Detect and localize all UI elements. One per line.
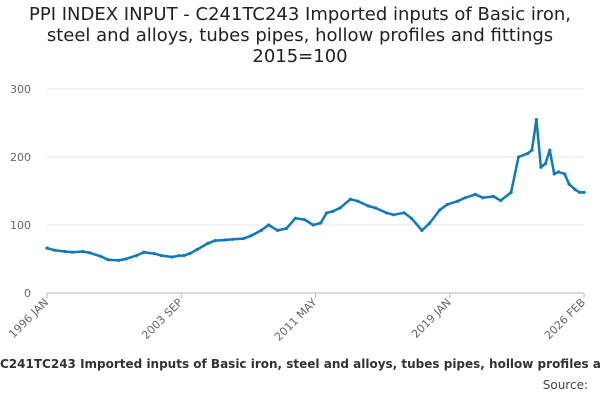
- data-point: [302, 218, 306, 222]
- data-point: [530, 148, 534, 152]
- y-tick-label: 100: [10, 219, 31, 232]
- data-point: [319, 221, 323, 225]
- data-point: [259, 228, 263, 232]
- data-point: [63, 249, 67, 254]
- data-point: [206, 241, 210, 245]
- data-point: [366, 204, 370, 208]
- data-point: [52, 248, 57, 252]
- data-point: [374, 206, 378, 210]
- y-tick-label: 200: [10, 151, 31, 164]
- data-point: [142, 250, 146, 254]
- data-point: [356, 199, 360, 203]
- data-point: [177, 254, 181, 258]
- y-axis-ticks: 0 100 200 300: [10, 83, 31, 300]
- data-point: [293, 216, 297, 220]
- chart-gridlines: [47, 88, 584, 294]
- data-point: [445, 203, 449, 207]
- data-point: [81, 249, 85, 254]
- data-point: [402, 211, 406, 215]
- data-point: [577, 190, 582, 194]
- y-tick-label: 300: [10, 83, 31, 96]
- data-point: [152, 252, 156, 256]
- data-point: [567, 182, 571, 186]
- data-point: [534, 118, 539, 122]
- data-point: [473, 192, 477, 196]
- data-point: [563, 172, 567, 176]
- data-point: [543, 162, 547, 166]
- data-point: [481, 196, 485, 200]
- data-point: [182, 254, 186, 258]
- data-point: [331, 209, 335, 213]
- data-point: [427, 222, 431, 226]
- data-point: [99, 254, 103, 258]
- data-point: [420, 228, 424, 232]
- data-point: [573, 188, 577, 192]
- data-point: [70, 250, 74, 254]
- source-label: Source:: [542, 378, 588, 392]
- x-tick-label: 2003 SEP: [139, 296, 185, 342]
- data-point: [267, 223, 271, 227]
- data-point: [159, 254, 164, 258]
- y-tick-label: 0: [24, 287, 31, 300]
- data-point: [516, 155, 521, 159]
- data-point: [249, 234, 253, 238]
- data-point: [241, 237, 245, 241]
- x-axis-ticks: 1996 JAN 2003 SEP 2011 MAY 2019 JAN 2026 FEB: [6, 293, 588, 344]
- data-point: [338, 206, 342, 210]
- data-point: [384, 211, 388, 215]
- data-point: [170, 255, 174, 259]
- data-point: [124, 257, 128, 261]
- data-point: [509, 190, 513, 194]
- data-point: [582, 190, 586, 194]
- data-point: [106, 258, 110, 262]
- data-point: [539, 165, 543, 169]
- data-point: [525, 152, 530, 156]
- data-point: [276, 228, 280, 232]
- series-line: [46, 118, 584, 262]
- data-point: [223, 238, 228, 242]
- data-point: [116, 258, 120, 262]
- x-tick-label: 1996 JAN: [6, 296, 51, 341]
- data-point: [456, 199, 460, 203]
- data-point: [325, 211, 329, 215]
- x-tick-label: 2011 MAY: [272, 296, 320, 344]
- data-point: [463, 196, 467, 200]
- data-point: [348, 197, 353, 201]
- data-point: [548, 148, 552, 152]
- data-point: [552, 172, 556, 176]
- data-point: [491, 194, 495, 198]
- data-point: [438, 208, 442, 212]
- x-tick-label: 2026 FEB: [542, 296, 588, 342]
- data-point: [231, 237, 235, 241]
- chart-title: PPI INDEX INPUT - C241TC243 Imported inp…: [28, 4, 571, 67]
- data-point: [188, 252, 192, 256]
- data-point: [134, 254, 138, 258]
- x-tick-label: 2019 JAN: [409, 296, 454, 341]
- data-point: [392, 213, 396, 217]
- data-point: [195, 247, 199, 252]
- legend-label: C241TC243 Imported inputs of Basic iron,…: [0, 357, 600, 371]
- data-point: [557, 170, 561, 174]
- data-point: [88, 251, 92, 255]
- data-point: [311, 223, 315, 227]
- data-point: [213, 239, 217, 243]
- data-point: [499, 198, 503, 203]
- data-point: [45, 246, 49, 250]
- data-point: [409, 216, 413, 220]
- data-point: [284, 226, 289, 230]
- series-points: [45, 118, 586, 262]
